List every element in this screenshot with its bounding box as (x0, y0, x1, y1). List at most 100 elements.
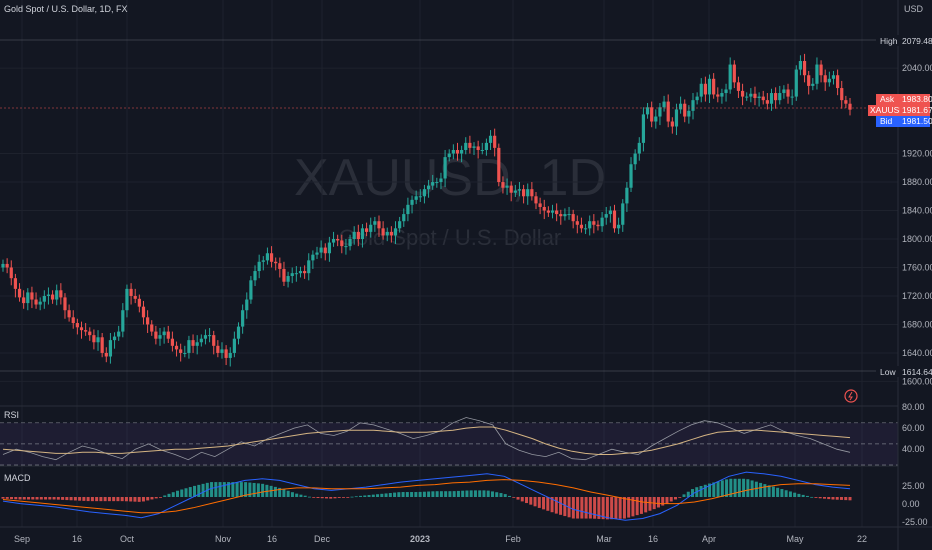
rsi-tick: 40.00 (902, 444, 925, 454)
macd-histogram-bar (342, 497, 346, 498)
macd-histogram-bar (533, 497, 537, 507)
macd-histogram-bar (490, 491, 494, 497)
candle-body (13, 278, 17, 289)
macd-histogram-bar (763, 484, 767, 497)
candle-body (146, 317, 150, 325)
macd-histogram-bar (473, 490, 477, 497)
macd-histogram-bar (648, 497, 652, 511)
candle-body (790, 96, 794, 98)
candle-body (212, 335, 216, 346)
macd-histogram-bar (784, 490, 788, 497)
candle-body (765, 100, 769, 104)
candle-body (418, 196, 422, 198)
macd-histogram-bar (299, 494, 303, 497)
macd-histogram-bar (780, 489, 784, 497)
macd-histogram-bar (550, 497, 554, 513)
candle-body (844, 100, 848, 104)
currency-label: USD (904, 4, 924, 14)
candle-body (59, 290, 63, 298)
macd-histogram-bar (14, 497, 18, 500)
candle-body (468, 142, 472, 148)
macd-histogram-bar (576, 497, 580, 519)
candle-body (493, 135, 497, 148)
macd-histogram-bar (405, 492, 409, 497)
macd-histogram-bar (324, 497, 328, 499)
candle-body (88, 331, 92, 336)
candle-body (662, 101, 666, 108)
candle-body (92, 335, 96, 343)
candle-body (195, 342, 199, 346)
time-tick-label: Apr (702, 534, 716, 544)
macd-histogram-bar (218, 482, 222, 497)
candle-body (360, 228, 365, 240)
candle-body (1, 263, 5, 268)
candle-body (720, 93, 724, 97)
price-tick-label: 1600.00 (902, 376, 932, 386)
candle-body (257, 261, 261, 272)
macd-tick: -25.00 (902, 517, 928, 527)
candle-body (807, 75, 811, 86)
candle-body (199, 338, 203, 343)
candle-body (753, 93, 757, 99)
candle-body (695, 96, 699, 101)
macd-histogram-bar (73, 497, 77, 501)
macd-histogram-bar (644, 497, 648, 513)
low-tag: Low 1614.64 (876, 366, 932, 377)
time-tick-label: Feb (505, 534, 521, 544)
macd-panel[interactable] (1, 471, 852, 521)
candle-body (645, 107, 650, 115)
candle-body (232, 338, 236, 353)
symbol-tag-value: 1981.67 (902, 105, 932, 115)
candle-body (592, 221, 596, 225)
macd-histogram-bar (278, 487, 282, 497)
candles (1, 53, 852, 367)
chart-title: Gold Spot / U.S. Dollar, 1D, FX (4, 4, 128, 14)
bid-tag-value: 1981.50 (902, 116, 932, 126)
macd-histogram-bar (99, 497, 103, 502)
macd-histogram-bar (346, 497, 350, 498)
candle-body (769, 93, 774, 104)
macd-histogram-bar (354, 496, 358, 498)
macd-histogram-bar (82, 497, 86, 501)
macd-histogram-bar (520, 497, 524, 502)
bid-tag: Bid 1981.50 (876, 116, 932, 127)
candle-body (344, 246, 348, 248)
candle-body (5, 263, 9, 268)
macd-histogram-bar (227, 482, 231, 497)
low-tag-label: Low (880, 367, 896, 377)
macd-histogram-bar (158, 497, 162, 498)
macd-histogram-bar (622, 497, 626, 519)
candle-body (683, 103, 687, 117)
candle-body (331, 239, 336, 243)
macd-histogram-bar (754, 481, 758, 497)
candle-body (112, 336, 117, 341)
candle-body (542, 206, 546, 211)
candle-body (443, 157, 447, 179)
alert-icon[interactable] (844, 389, 858, 403)
candle-body (707, 78, 712, 95)
candle-body (327, 242, 332, 254)
candle-body (530, 189, 534, 197)
time-axis[interactable]: Sep 16 Oct Nov 16 Dec 2023 Feb Mar 16 Apr May 22 (14, 534, 867, 544)
price-axis[interactable]: 1600.00 1640.00 1680.00 1720.00 1760.00 1800.… (902, 63, 932, 386)
candle-body (414, 196, 418, 200)
candle-body (385, 231, 389, 236)
macd-histogram-bar (737, 478, 741, 497)
macd-histogram-bar (716, 481, 720, 497)
candle-body (431, 182, 435, 186)
macd-histogram-bar (691, 489, 695, 497)
candle-body (608, 210, 612, 215)
candle-body (323, 247, 327, 254)
rsi-panel[interactable] (0, 417, 898, 466)
candle-body (22, 297, 26, 304)
macd-histogram-bar (580, 497, 584, 519)
candle-body (84, 330, 88, 332)
macd-histogram-bar (742, 478, 746, 497)
macd-histogram-bar (27, 497, 31, 500)
rsi-line (2, 417, 851, 461)
macd-histogram-bar (303, 495, 307, 497)
macd-histogram-bar (48, 497, 52, 500)
candle-body (588, 221, 592, 229)
